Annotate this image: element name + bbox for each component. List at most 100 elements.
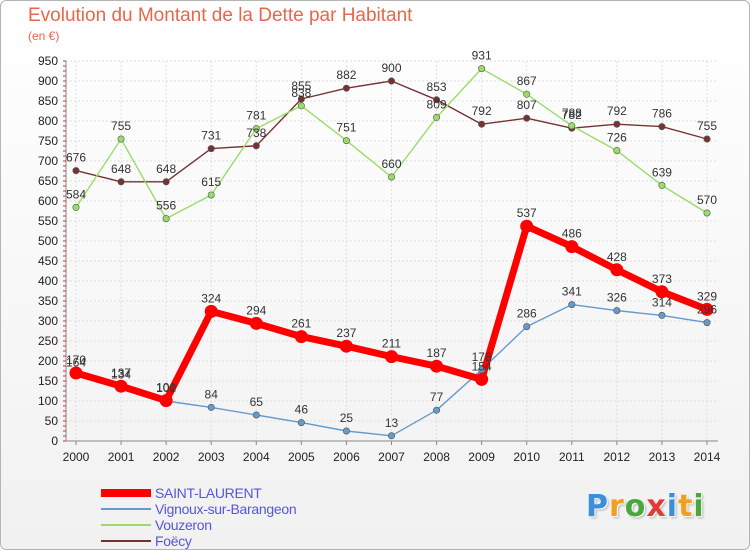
- data-label: 294: [246, 303, 266, 317]
- y-tick-label: 200: [38, 354, 58, 368]
- y-tick-label: 50: [45, 414, 59, 428]
- data-label: 537: [517, 206, 537, 220]
- legend-item: Vouzeron: [101, 517, 296, 533]
- data-point: [207, 403, 215, 411]
- legend-label: Vignoux-sur-Barangeon: [155, 501, 297, 517]
- y-tick-label: 750: [38, 134, 58, 148]
- data-label: 676: [66, 151, 86, 165]
- legend-item: SAINT-LAURENT: [101, 485, 296, 501]
- x-tick-label: 2009: [468, 450, 495, 464]
- data-point: [433, 406, 441, 414]
- data-label: 100: [156, 381, 176, 395]
- data-label: 164: [66, 355, 86, 369]
- data-label: 314: [652, 295, 672, 309]
- data-labels: 170 137 101 324 294 261 237 211 187 154 537 486 428 3…: [66, 49, 717, 430]
- x-tick-label: 2002: [153, 450, 180, 464]
- data-label: 755: [697, 119, 717, 133]
- data-label: 838: [291, 86, 311, 100]
- data-point: [478, 65, 486, 73]
- legend-label: SAINT-LAURENT: [155, 485, 262, 501]
- y-tick-label: 300: [38, 314, 58, 328]
- data-label: 65: [250, 395, 264, 409]
- y-tick-label: 650: [38, 174, 58, 188]
- x-tick-label: 2013: [649, 450, 676, 464]
- logo-letter: i: [693, 489, 705, 524]
- y-tick-label: 150: [38, 374, 58, 388]
- data-point: [520, 219, 534, 233]
- data-label: 867: [517, 74, 537, 88]
- y-tick-label: 600: [38, 194, 58, 208]
- data-point: [523, 114, 531, 122]
- series-points: [69, 65, 714, 440]
- data-label: 84: [205, 387, 219, 401]
- data-point: [613, 307, 621, 315]
- legend-label: Vouzeron: [155, 517, 212, 533]
- data-label: 648: [111, 162, 131, 176]
- data-label: 931: [472, 49, 492, 63]
- data-point: [69, 366, 83, 380]
- y-tick-label: 950: [38, 54, 58, 68]
- data-label: 755: [111, 119, 131, 133]
- data-label: 751: [336, 121, 356, 135]
- data-label: 584: [66, 187, 86, 201]
- data-label: 726: [607, 131, 627, 145]
- data-point: [342, 427, 350, 435]
- data-label: 788: [562, 106, 582, 120]
- data-label: 134: [111, 367, 131, 381]
- data-label: 900: [381, 61, 401, 75]
- chart-title: Evolution du Montant de la Dette par Hab…: [28, 5, 413, 26]
- y-tick-label: 800: [38, 114, 58, 128]
- legend-swatch: [101, 489, 151, 497]
- data-point: [385, 350, 398, 364]
- data-label: 648: [156, 162, 176, 176]
- x-tick-label: 2012: [604, 450, 631, 464]
- data-label: 329: [697, 289, 717, 303]
- data-point: [249, 316, 263, 330]
- data-point: [252, 142, 260, 150]
- x-tick-label: 2000: [63, 450, 90, 464]
- chart-subtitle: (en €): [28, 29, 60, 43]
- data-label: 639: [652, 165, 672, 179]
- data-label: 286: [517, 307, 537, 321]
- data-label: 738: [246, 126, 266, 140]
- data-label: 296: [697, 303, 717, 317]
- data-point: [658, 181, 666, 189]
- data-label: 807: [517, 98, 537, 112]
- data-point: [700, 302, 714, 316]
- x-axis: 2000 2001 2002 2003 2004 2005 2006 2007 2008 2009…: [63, 440, 721, 464]
- data-point: [568, 301, 576, 309]
- logo-letter: t: [678, 489, 694, 524]
- data-point: [162, 178, 170, 186]
- y-tick-label: 500: [38, 234, 58, 248]
- data-point: [610, 263, 624, 277]
- data-point: [114, 379, 128, 393]
- data-point: [72, 167, 80, 175]
- x-tick-label: 2005: [288, 450, 315, 464]
- data-point: [342, 84, 350, 92]
- data-point: [523, 90, 531, 98]
- grid-lines: [66, 60, 718, 442]
- data-point: [294, 330, 308, 344]
- data-label: 101: [156, 381, 176, 395]
- data-point: [387, 173, 395, 181]
- data-label: 786: [652, 107, 672, 121]
- data-label: 556: [156, 199, 176, 213]
- data-label: 781: [246, 109, 266, 123]
- data-point: [613, 120, 621, 128]
- data-point: [162, 215, 170, 223]
- data-point: [703, 319, 711, 327]
- y-tick-label: 850: [38, 94, 58, 108]
- data-label: 137: [111, 366, 131, 380]
- data-point: [297, 95, 305, 103]
- legend-item: Foëcy: [101, 533, 296, 549]
- data-label: 428: [607, 250, 627, 264]
- legend-swatch: [101, 508, 151, 510]
- y-tick-label: 550: [38, 214, 58, 228]
- data-point: [658, 123, 666, 131]
- data-label: 855: [291, 79, 311, 93]
- y-tick-label: 900: [38, 74, 58, 88]
- data-point: [568, 122, 576, 130]
- y-axis: 0 50 100 150 200 250 300 350 400 450 500 550 600 650 7…: [38, 54, 67, 448]
